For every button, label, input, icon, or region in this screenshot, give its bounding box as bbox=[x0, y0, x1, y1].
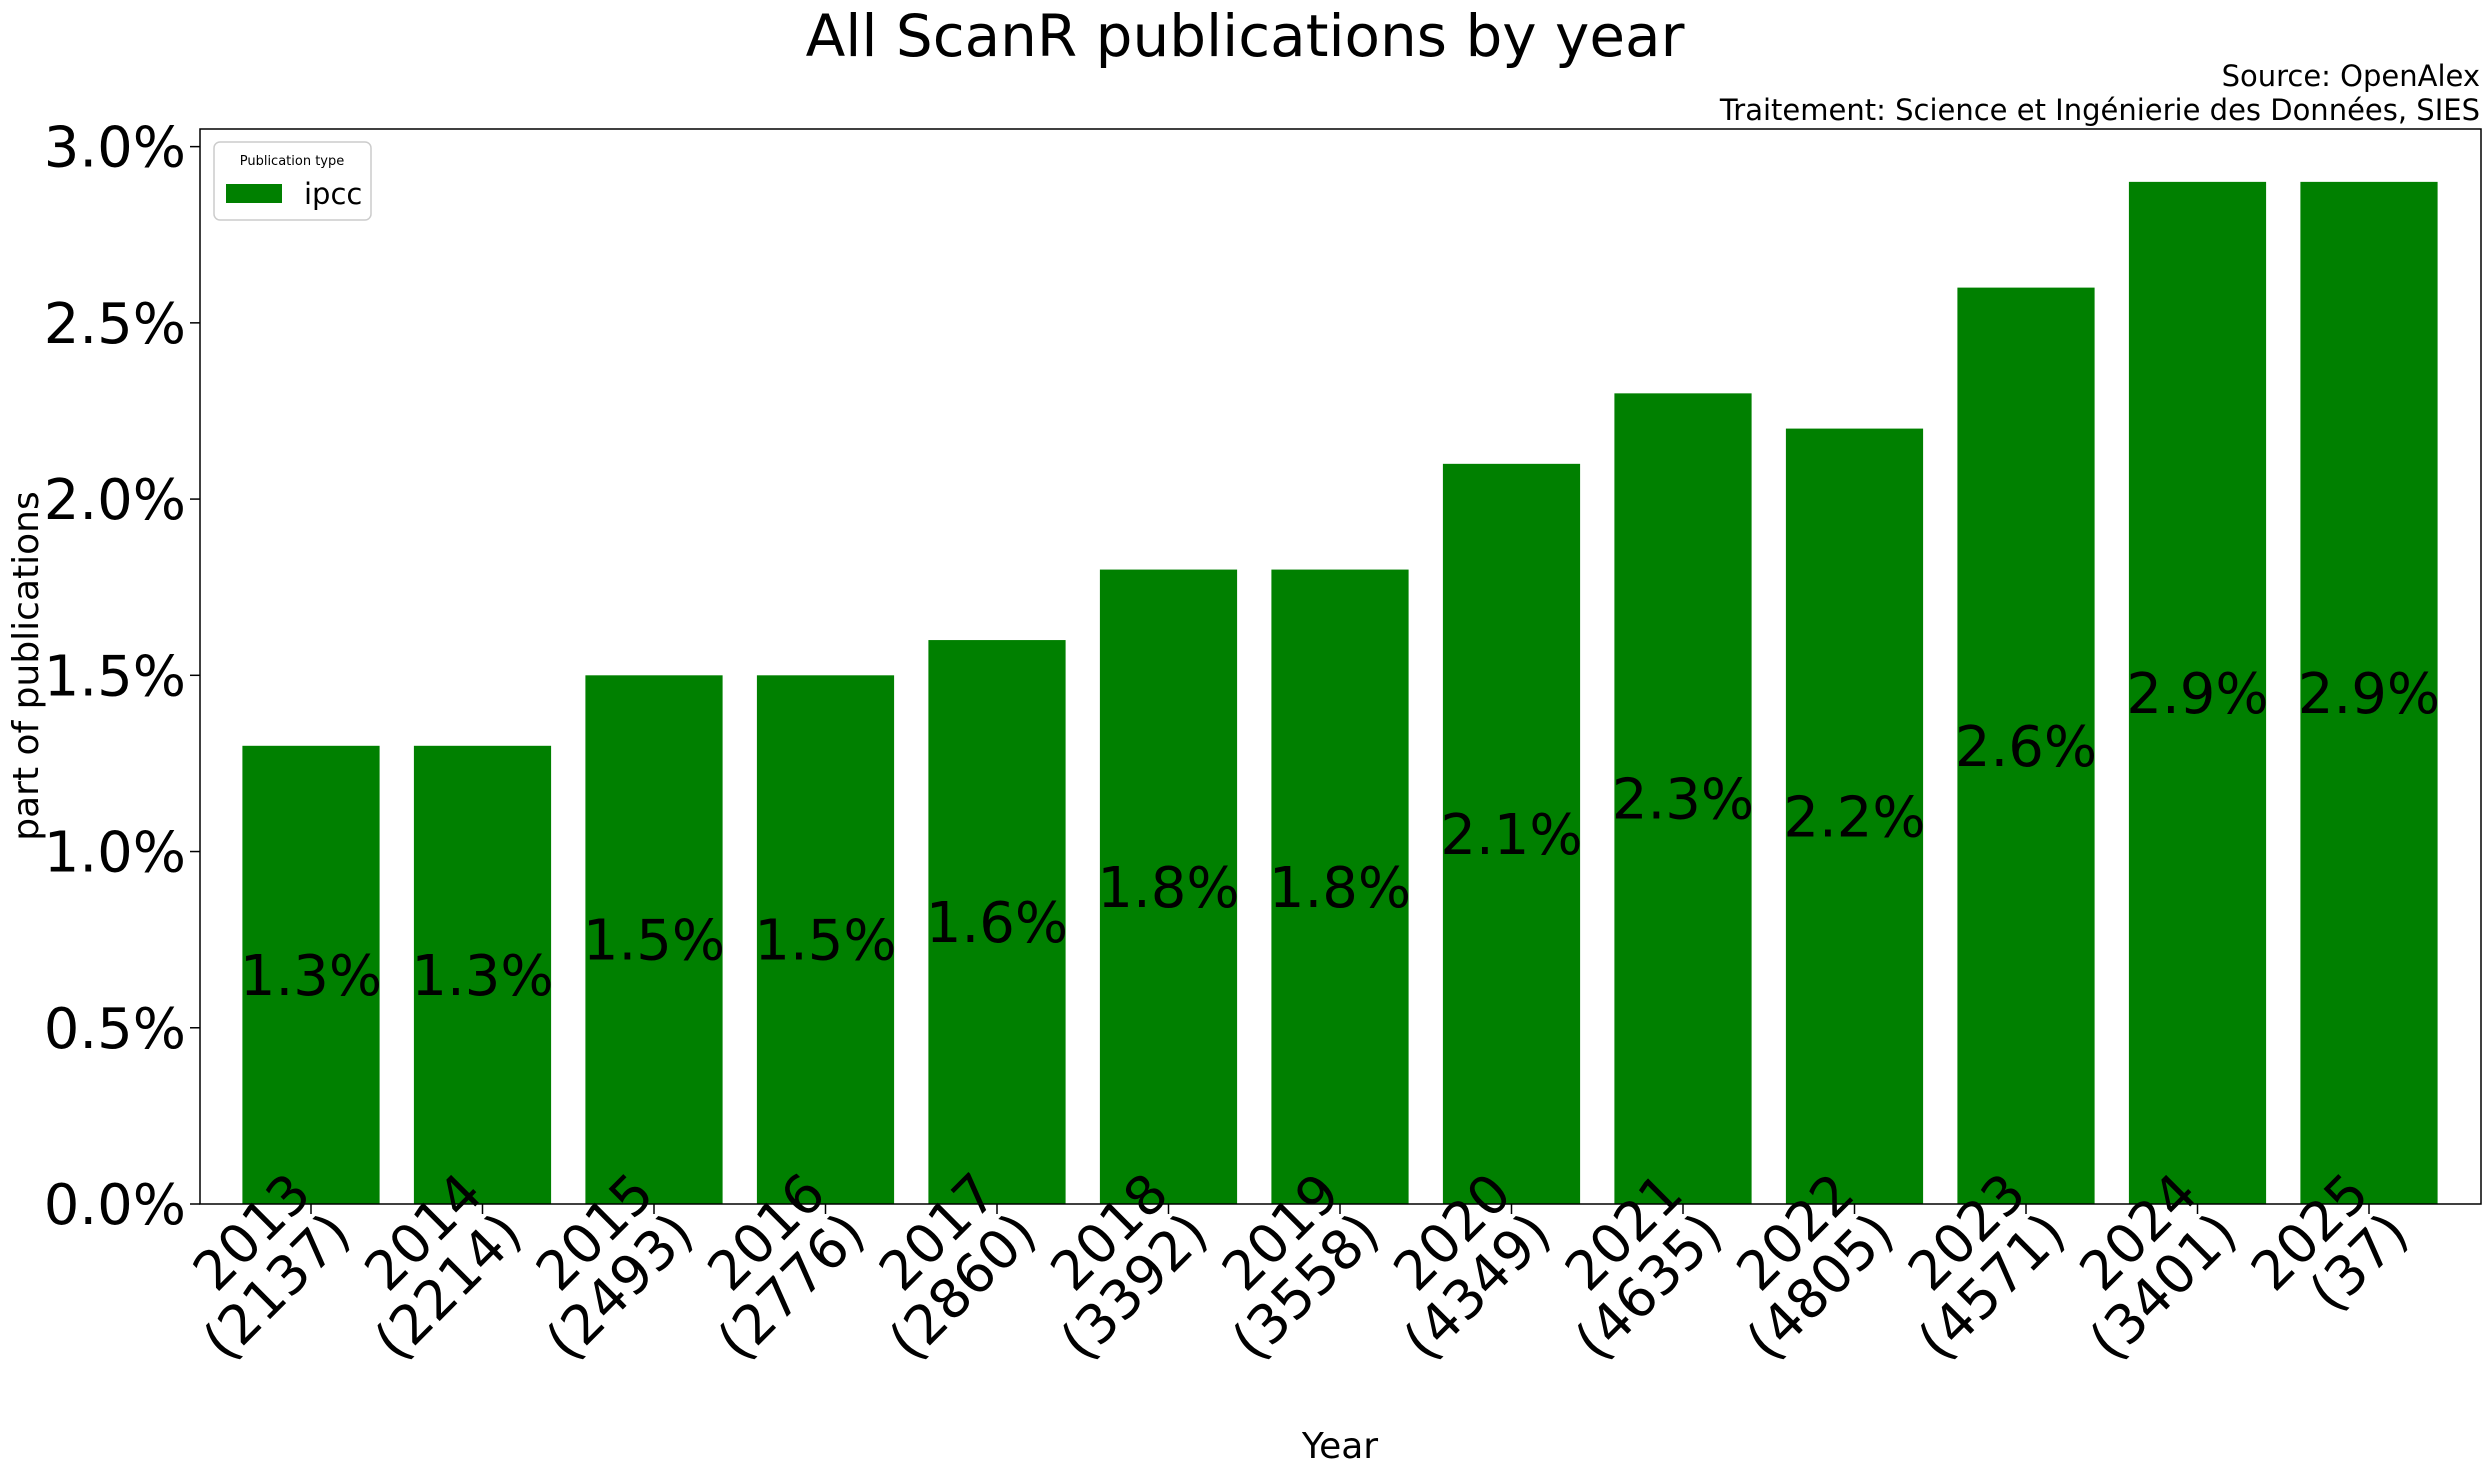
bar-value-label: 2.2% bbox=[1783, 785, 1925, 850]
y-axis-label: part of publications bbox=[6, 491, 47, 841]
processing-caption: Traitement: Science et Ingénierie des Do… bbox=[1719, 93, 2480, 127]
bar-value-label: 2.6% bbox=[1955, 715, 2097, 780]
y-tick-label: 1.0% bbox=[44, 821, 186, 886]
bar-labels-group: 1.3% 1.3% 1.5% 1.5% 1.6% 1.8% 1.8% 2.1% 2.3% 2.2%… bbox=[240, 662, 2440, 1009]
y-axis: 0.0% 0.5% 1.0% 1.5% 2.0% 2.5% 3.0% bbox=[44, 116, 200, 1238]
bar bbox=[2300, 181, 2438, 1205]
chart-title: All ScanR publications by year bbox=[805, 2, 1685, 70]
bar-value-label: 2.9% bbox=[2126, 662, 2268, 727]
legend-label: ipcc bbox=[304, 177, 362, 211]
bar-value-label: 1.6% bbox=[926, 891, 1068, 956]
bar-value-label: 1.8% bbox=[1097, 856, 1239, 921]
bar-value-label: 1.5% bbox=[754, 909, 896, 974]
bars-group bbox=[242, 181, 2438, 1205]
bar bbox=[242, 745, 380, 1204]
legend-swatch bbox=[226, 184, 282, 203]
bar-value-label: 1.5% bbox=[583, 909, 725, 974]
legend-title: Publication type bbox=[240, 154, 345, 169]
bar-value-label: 2.3% bbox=[1612, 768, 1754, 833]
bar bbox=[756, 675, 895, 1204]
bar bbox=[2128, 181, 2267, 1205]
bar bbox=[1957, 287, 2095, 1204]
bar bbox=[928, 640, 1066, 1204]
y-tick-label: 1.5% bbox=[44, 644, 186, 709]
bar-value-label: 1.3% bbox=[411, 944, 553, 1009]
bar bbox=[1785, 428, 1924, 1204]
bar bbox=[413, 745, 552, 1204]
y-tick-label: 0.0% bbox=[44, 1173, 186, 1238]
bar bbox=[585, 675, 723, 1204]
bar-value-label: 2.9% bbox=[2298, 662, 2440, 727]
x-tick-label: 2023(4571) bbox=[1866, 1161, 2077, 1372]
bar-value-label: 1.3% bbox=[240, 944, 382, 1009]
bar-value-label: 2.1% bbox=[1440, 803, 1582, 868]
bar bbox=[1271, 569, 1409, 1204]
y-tick-label: 0.5% bbox=[44, 997, 186, 1062]
bar bbox=[1442, 463, 1581, 1204]
bar bbox=[1614, 393, 1752, 1205]
x-axis-label: Year bbox=[1301, 1426, 1378, 1467]
bar-value-label: 1.8% bbox=[1269, 856, 1411, 921]
bar bbox=[1099, 569, 1238, 1204]
y-tick-label: 2.0% bbox=[44, 468, 186, 533]
y-tick-label: 2.5% bbox=[44, 292, 186, 357]
source-caption: Source: OpenAlex bbox=[2221, 59, 2480, 93]
y-tick-label: 3.0% bbox=[44, 116, 186, 181]
legend: Publication type ipcc bbox=[213, 141, 372, 221]
